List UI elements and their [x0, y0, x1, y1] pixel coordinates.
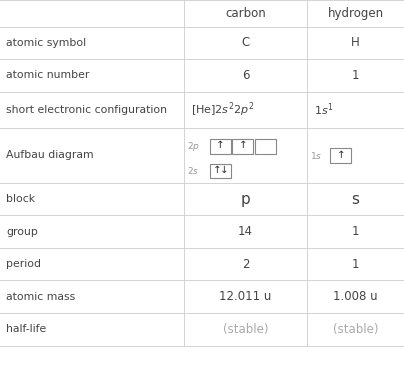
Text: 12.011 u: 12.011 u	[219, 290, 271, 303]
Text: hydrogen: hydrogen	[328, 7, 383, 20]
Text: 1: 1	[352, 225, 359, 238]
Text: ↑: ↑	[337, 149, 345, 160]
Text: $2p$: $2p$	[187, 139, 200, 153]
Text: atomic symbol: atomic symbol	[6, 38, 86, 48]
Text: p: p	[240, 192, 250, 206]
Text: 2: 2	[242, 258, 249, 271]
Text: (stable): (stable)	[223, 323, 268, 336]
Text: (stable): (stable)	[333, 323, 378, 336]
Text: carbon: carbon	[225, 7, 266, 20]
Text: H: H	[351, 36, 360, 50]
Text: $1s^{1}$: $1s^{1}$	[314, 102, 334, 118]
Text: $[\mathrm{He}]2s^{2}2p^{2}$: $[\mathrm{He}]2s^{2}2p^{2}$	[191, 101, 255, 119]
Text: 14: 14	[238, 225, 253, 238]
Text: ↑: ↑	[213, 165, 222, 175]
Text: ↑: ↑	[216, 140, 225, 151]
Bar	[210, 164, 231, 178]
Text: 1: 1	[352, 69, 359, 82]
Text: C: C	[241, 36, 250, 50]
Bar	[210, 139, 231, 154]
Bar	[255, 139, 276, 154]
Text: 1: 1	[352, 258, 359, 271]
Text: half-life: half-life	[6, 324, 46, 334]
Text: s: s	[351, 192, 360, 206]
Text: group: group	[6, 226, 38, 237]
Text: $2s$: $2s$	[187, 165, 199, 176]
Text: ↑: ↑	[238, 140, 247, 151]
Text: short electronic configuration: short electronic configuration	[6, 105, 167, 115]
Text: period: period	[6, 259, 41, 269]
Text: $1s$: $1s$	[310, 150, 322, 161]
Bar	[232, 139, 253, 154]
Text: ↓: ↓	[219, 165, 228, 175]
Text: atomic number: atomic number	[6, 70, 89, 81]
Text: 6: 6	[242, 69, 249, 82]
Text: Aufbau diagram: Aufbau diagram	[6, 150, 94, 161]
Text: 1.008 u: 1.008 u	[333, 290, 378, 303]
Text: atomic mass: atomic mass	[6, 292, 75, 302]
Bar	[330, 148, 351, 163]
Text: block: block	[6, 194, 35, 204]
